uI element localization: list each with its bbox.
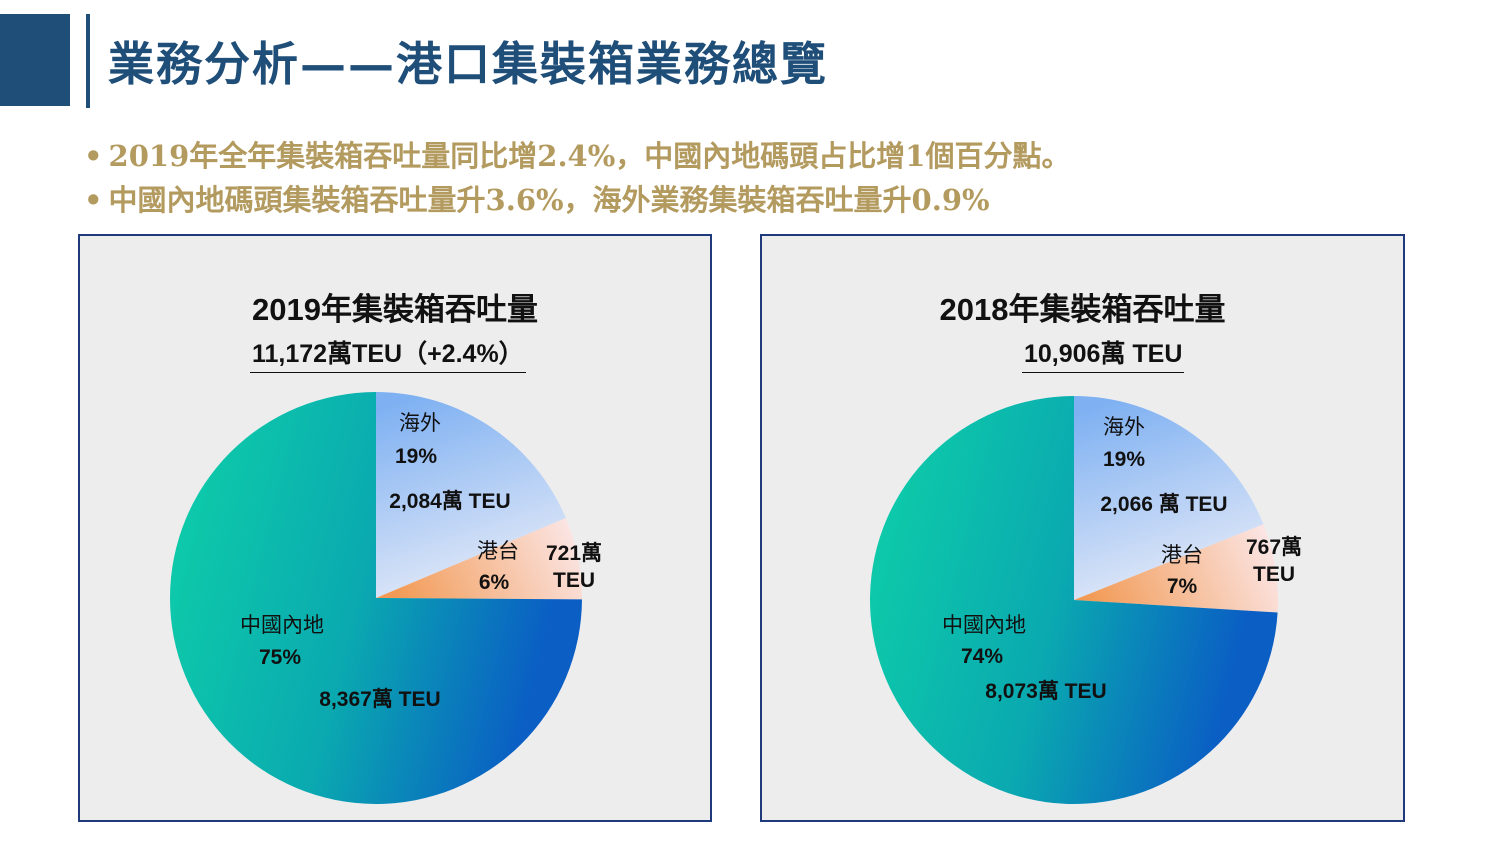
pie-slice-overseas [1074, 396, 1264, 600]
chart-title: 2018年集裝箱吞吐量 [939, 292, 1226, 327]
slice-label-mainland-name: 中國內地 [240, 613, 324, 637]
pie-slice-hk-taiwan [1074, 524, 1278, 613]
chart-subtitle: 11,172萬TEU（+2.4%） [250, 334, 526, 373]
slice-label-hk-taiwan-percent-label: 7% [1167, 575, 1198, 598]
page-title: 業務分析——港口集裝箱業務總覽 [108, 37, 828, 91]
bullet-item: • 中國內地碼頭集裝箱吞吐量升3.6%，海外業務集裝箱吞吐量升0.9% [84, 178, 1070, 222]
slice-label-hk-taiwan-percent-label: 6% [479, 571, 510, 594]
chart-panel-2019: 2019年集裝箱吞吐量 11,172萬TEU（+2.4%） 海外 19% 2,084… [78, 234, 712, 822]
slice-label-mainland-percent-label: 74% [961, 645, 1003, 668]
slice-label-overseas-percent-label: 19% [1103, 448, 1145, 471]
bullet-list: • 2019年全年集裝箱吞吐量同比增2.4%，中國內地碼頭占比增1個百分點。 • 中… [84, 134, 1070, 222]
pie-chart-2019: 海外 19% 2,084萬 TEU 港台 6% 721萬 TEU 中國內地 75% 8,367萬 … [169, 392, 602, 804]
pie-slice-mainland [870, 396, 1278, 804]
pie-slice-overseas [376, 392, 566, 598]
slice-label-hk-taiwan-value-label: 721萬 TEU [546, 541, 602, 592]
chart-subtitle: 10,906萬 TEU [1022, 334, 1185, 373]
bullet-marker: • [84, 139, 103, 173]
slice-label-overseas-value-label: 2,084萬 TEU [389, 489, 510, 513]
slice-label-mainland-value-label: 8,367萬 TEU [319, 687, 440, 711]
chart-panel-2018: 2018年集裝箱吞吐量 10,906萬 TEU 海外 19% 2,066 萬 TEU… [760, 234, 1405, 822]
pie-slice-hk-taiwan [376, 518, 582, 600]
bullet-item: • 2019年全年集裝箱吞吐量同比增2.4%，中國內地碼頭占比增1個百分點。 [84, 134, 1070, 178]
slice-label-hk-taiwan-name: 港台 [477, 539, 519, 563]
slice-label-overseas-name: 海外 [399, 411, 441, 435]
slice-label-hk-taiwan-name: 港台 [1161, 543, 1203, 567]
slice-label-overseas-name: 海外 [1103, 415, 1145, 439]
bullet-text: 2019年全年集裝箱吞吐量同比增2.4%，中國內地碼頭占比增1個百分點。 [108, 139, 1071, 173]
slice-label-mainland-name: 中國內地 [942, 613, 1026, 637]
slice-label-overseas-percent-label: 19% [395, 445, 437, 468]
corner-block [0, 14, 70, 106]
slice-label-overseas-value-label: 2,066 萬 TEU [1100, 492, 1227, 516]
slice-label-hk-taiwan-value-label: 767萬 TEU [1246, 535, 1302, 586]
chart-title: 2019年集裝箱吞吐量 [252, 292, 538, 327]
slice-label-mainland-value-label: 8,073萬 TEU [985, 679, 1106, 703]
bullet-marker: • [84, 183, 103, 217]
pie-chart-2018: 海外 19% 2,066 萬 TEU 港台 7% 767萬 TEU 中國內地 74% 8,073萬… [870, 396, 1302, 804]
pie-slice-mainland [169, 392, 582, 804]
slice-label-mainland-percent-label: 75% [259, 646, 301, 669]
bullet-text: 中國內地碼頭集裝箱吞吐量升3.6%，海外業務集裝箱吞吐量升0.9% [108, 183, 990, 217]
title-accent-bar [86, 14, 90, 108]
